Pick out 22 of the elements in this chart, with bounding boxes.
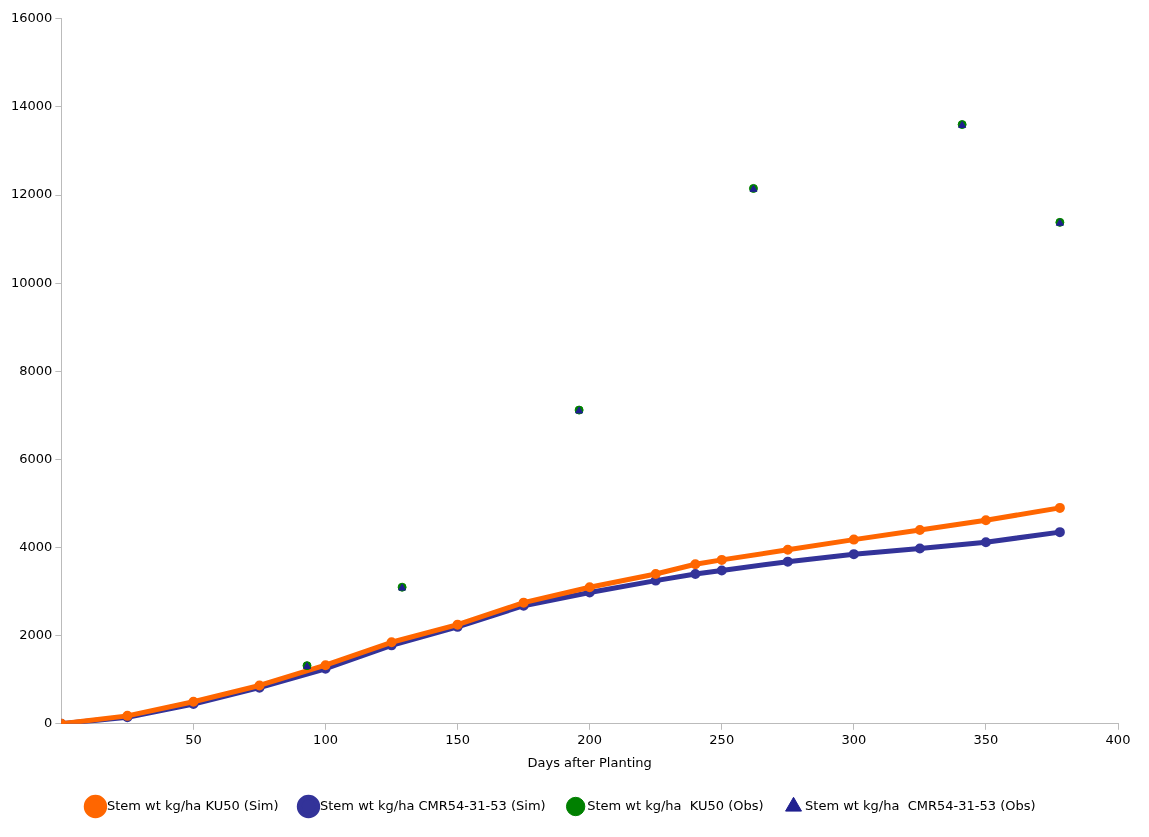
y-tick-label: 0 — [44, 715, 53, 731]
x-tick-label: 250 — [709, 731, 735, 747]
y-tick-label: 2000 — [19, 627, 53, 643]
x-tick-label: 150 — [445, 731, 471, 747]
x-tick-label: 50 — [185, 731, 202, 747]
y-tick-label: 16000 — [11, 10, 53, 26]
y-tick-label: 10000 — [11, 274, 53, 290]
x-tick-label: 200 — [577, 731, 603, 747]
y-tick-label: 12000 — [11, 186, 53, 202]
y-tick-label: 6000 — [19, 450, 53, 466]
x-axis-title: Days after Planting — [527, 754, 652, 770]
y-tick-label: 4000 — [19, 538, 53, 554]
legend-label: Stem wt kg/ha KU50 (Obs) — [587, 797, 764, 813]
y-tick-label: 14000 — [11, 98, 53, 114]
legend-label: Stem wt kg/ha CMR54-31-53 (Obs) — [805, 797, 1036, 813]
y-tick-label: 8000 — [19, 362, 53, 378]
x-tick-label: 400 — [1105, 731, 1131, 747]
legend-label: Stem wt kg/ha KU50 (Sim) — [106, 797, 279, 813]
x-tick-label: 100 — [313, 731, 338, 747]
x-tick-label: 300 — [841, 731, 867, 747]
x-tick-label: 350 — [973, 731, 999, 747]
legend-label: Stem wt kg/ha CMR54-31-53 (Sim) — [320, 797, 546, 813]
